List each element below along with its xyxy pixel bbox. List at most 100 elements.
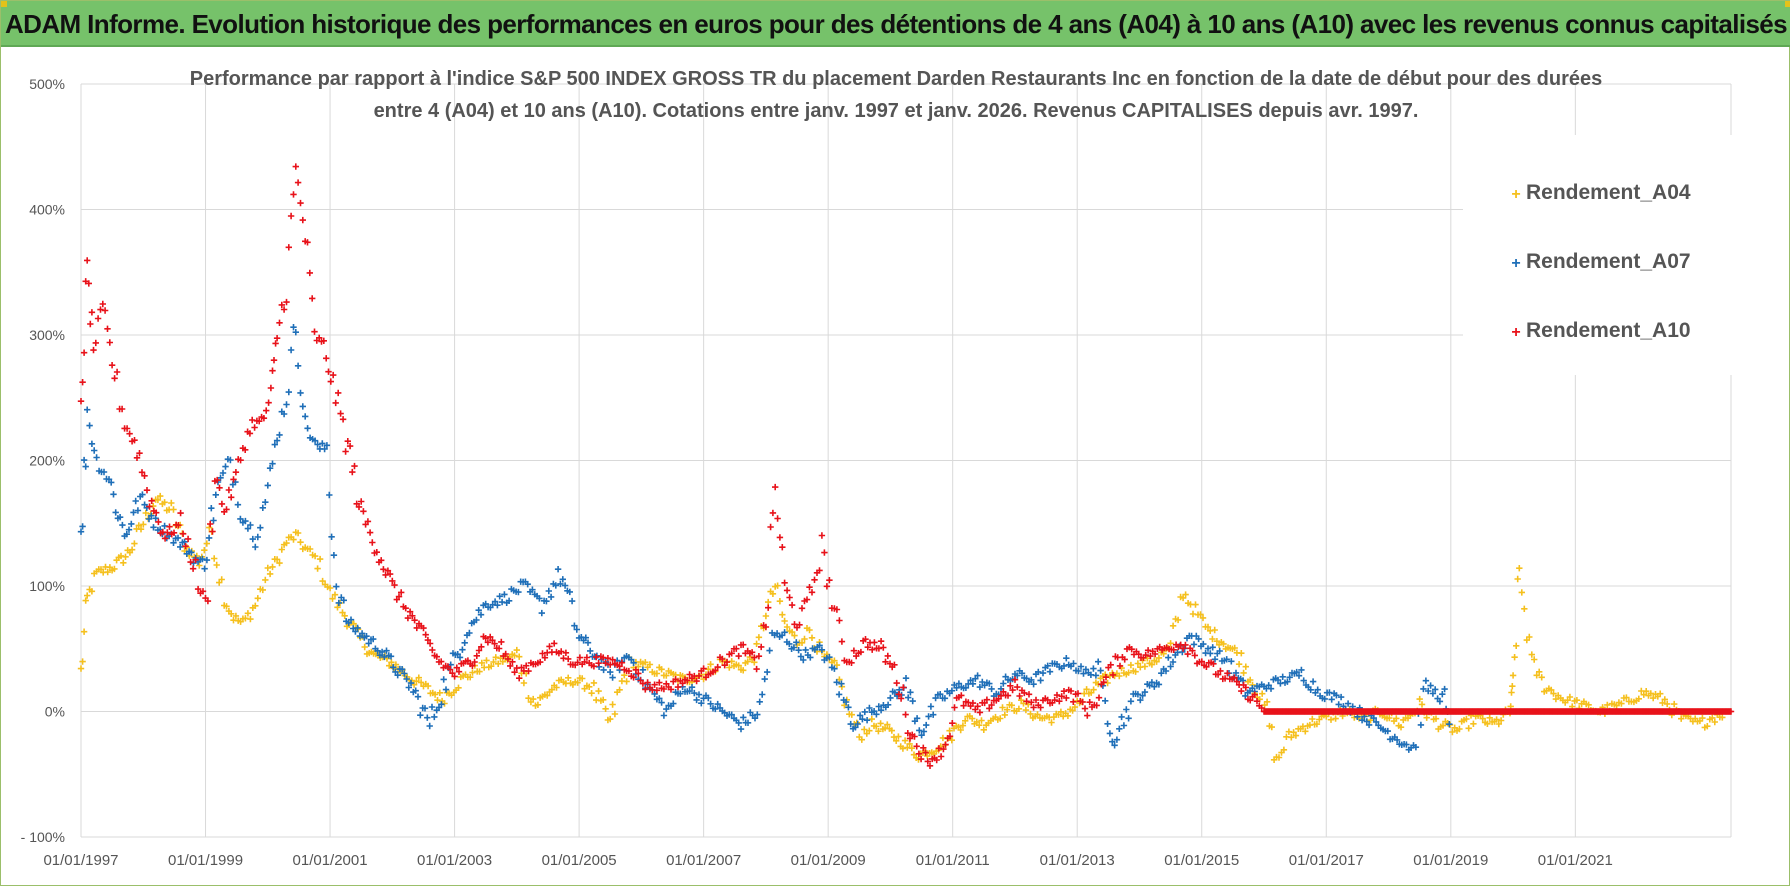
data-point xyxy=(148,512,155,519)
data-point xyxy=(490,658,497,666)
data-point xyxy=(1063,655,1070,662)
legend-label-a07: Rendement_A07 xyxy=(1526,250,1691,273)
data-point xyxy=(1699,714,1706,722)
data-point xyxy=(850,647,858,654)
data-point xyxy=(1125,715,1132,722)
data-point xyxy=(1533,672,1540,679)
data-point xyxy=(148,497,155,504)
data-point xyxy=(125,526,133,533)
data-point xyxy=(1000,688,1007,695)
data-point xyxy=(623,678,630,685)
data-point xyxy=(748,649,756,656)
data-point xyxy=(1044,696,1051,704)
data-point xyxy=(469,669,476,676)
data-point xyxy=(337,410,344,417)
data-point xyxy=(304,425,311,432)
data-point xyxy=(772,483,779,491)
data-point xyxy=(1141,663,1149,670)
data-point xyxy=(948,687,956,694)
data-point xyxy=(1242,684,1249,691)
legend[interactable]: + Rendement_A04 + Rendement_A07 + Rendem… xyxy=(1463,135,1733,375)
data-point xyxy=(808,589,816,596)
x-tick-label: 01/01/2011 xyxy=(916,852,990,869)
data-point xyxy=(177,543,184,551)
data-point xyxy=(475,607,482,614)
data-point xyxy=(646,661,654,668)
data-point xyxy=(108,479,115,486)
data-point xyxy=(1427,682,1434,689)
data-point xyxy=(756,698,763,705)
data-point xyxy=(1030,704,1037,711)
data-point xyxy=(788,601,796,609)
data-point xyxy=(933,756,940,764)
series-rendement_a07 xyxy=(77,324,1453,753)
data-point xyxy=(818,646,826,653)
data-point xyxy=(495,645,503,652)
data-point xyxy=(800,656,807,664)
data-point xyxy=(906,740,913,748)
data-point xyxy=(1333,692,1340,699)
data-point xyxy=(1493,716,1500,723)
data-point xyxy=(1258,704,1265,712)
data-point xyxy=(398,589,405,596)
data-point xyxy=(670,700,677,707)
data-point xyxy=(1293,668,1300,676)
data-point xyxy=(1035,668,1042,676)
data-point xyxy=(893,679,900,687)
data-point xyxy=(1121,656,1128,663)
data-point xyxy=(909,697,916,705)
data-point xyxy=(306,269,313,277)
data-point xyxy=(228,494,235,501)
data-point xyxy=(1162,667,1170,675)
data-point xyxy=(292,329,299,336)
data-point xyxy=(247,615,254,623)
data-point xyxy=(131,437,138,444)
data-point xyxy=(1678,715,1685,722)
data-point xyxy=(1309,678,1317,685)
data-point xyxy=(1332,715,1339,722)
data-point xyxy=(905,694,912,701)
data-point xyxy=(1497,717,1505,724)
data-point xyxy=(502,650,509,658)
data-point xyxy=(123,531,130,538)
data-point xyxy=(426,722,433,730)
data-point xyxy=(299,216,306,224)
data-point xyxy=(642,686,649,693)
data-point xyxy=(208,505,215,512)
data-point xyxy=(492,654,499,661)
data-point xyxy=(908,745,915,752)
data-point xyxy=(91,447,98,454)
data-point xyxy=(459,646,466,653)
data-point xyxy=(1235,661,1243,668)
data-point xyxy=(1179,645,1187,652)
data-point xyxy=(276,559,283,567)
data-point xyxy=(88,440,96,447)
series-rendement_a10 xyxy=(77,163,1265,769)
data-point xyxy=(976,683,984,691)
data-point xyxy=(1046,668,1054,675)
data-point xyxy=(1190,641,1198,648)
data-point xyxy=(1566,693,1574,701)
data-point xyxy=(1403,741,1410,748)
data-point xyxy=(436,689,443,696)
data-point xyxy=(351,462,358,470)
data-point xyxy=(875,728,882,735)
data-point xyxy=(630,674,637,681)
data-point xyxy=(285,388,292,396)
data-point xyxy=(364,518,372,525)
data-point xyxy=(152,515,159,522)
data-point xyxy=(453,664,460,671)
data-point xyxy=(1179,594,1187,602)
data-point xyxy=(234,501,242,508)
data-point xyxy=(1000,680,1007,687)
data-point xyxy=(895,733,902,740)
data-point xyxy=(1209,635,1216,643)
data-point xyxy=(244,525,252,532)
data-point xyxy=(386,662,393,669)
data-point xyxy=(932,694,939,702)
data-point xyxy=(294,362,302,369)
data-point xyxy=(951,704,958,711)
data-point xyxy=(764,668,771,676)
data-point xyxy=(1337,693,1345,701)
